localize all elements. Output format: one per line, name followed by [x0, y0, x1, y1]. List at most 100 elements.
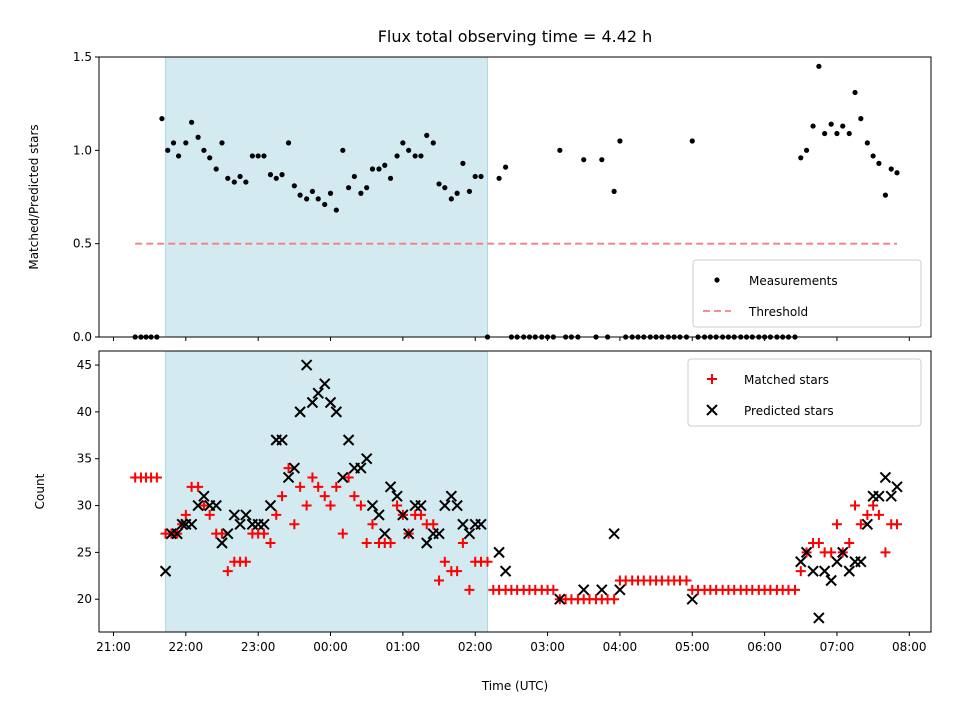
measurement-point	[231, 179, 237, 185]
measurement-point	[219, 140, 225, 146]
x-axis-label: Time (UTC)	[481, 679, 548, 693]
matched-star-point	[337, 528, 348, 539]
matched-star-point	[428, 519, 439, 530]
matched-star-point	[343, 472, 354, 483]
measurement-point	[834, 130, 840, 137]
top-plot-frame	[98, 56, 932, 338]
predicted-star-point	[379, 527, 391, 540]
predicted-star-point	[228, 509, 240, 521]
predicted-star-point	[373, 509, 385, 521]
predicted-star-point	[885, 490, 897, 502]
measurement-point	[201, 147, 207, 153]
measurement-point	[882, 192, 889, 198]
measurement-point	[617, 138, 623, 144]
predicted-star-point	[397, 509, 409, 521]
measurement-point	[858, 116, 864, 122]
measurement-point	[165, 147, 171, 153]
measurement-point	[376, 166, 382, 172]
measurement-point	[822, 130, 828, 137]
matched-star-point	[464, 584, 475, 595]
matched-star-point	[301, 500, 312, 511]
predicted-star-point	[276, 434, 288, 446]
matched-star-point	[355, 500, 366, 511]
measurement-point	[689, 138, 695, 144]
bot-y-tick-label: 40	[77, 405, 92, 419]
predicted-star-point	[457, 518, 469, 530]
predicted-star-point	[159, 565, 172, 577]
x-tick-label: 04:00	[603, 640, 638, 654]
predicted-star-point	[879, 471, 892, 484]
bot-y-tick-label: 20	[77, 592, 92, 606]
matched-star-point	[415, 509, 426, 520]
legend-marker-predicted	[706, 404, 718, 416]
matched-star-point	[795, 566, 806, 577]
measurement-point	[581, 157, 587, 163]
legend-label: Measurements	[749, 274, 838, 288]
bottom-legend: Matched stars Predicted stars	[687, 358, 922, 427]
measurement-point	[599, 157, 605, 163]
top-y-tick-label: 0.0	[73, 330, 92, 344]
bot-y-tick-label: 45	[77, 358, 92, 372]
matched-star-point	[609, 594, 620, 605]
predicted-star-point	[234, 518, 246, 530]
measurement-point	[454, 190, 460, 196]
matched-star-point	[868, 500, 879, 511]
predicted-star-point	[210, 499, 222, 512]
predicted-star-point	[415, 499, 427, 512]
x-tick-label: 05:00	[675, 640, 710, 654]
matched-star-point	[331, 481, 342, 492]
predicted-star-point	[391, 490, 403, 502]
predicted-star-point	[493, 546, 505, 559]
predicted-star-point	[294, 406, 306, 418]
x-tick-label: 22:00	[169, 640, 204, 654]
predicted-star-point	[342, 434, 355, 446]
predicted-star-point	[384, 481, 397, 493]
top-shaded-interval	[165, 56, 489, 338]
predicted-star-point	[264, 499, 277, 512]
predicted-star-point	[873, 490, 885, 502]
measurement-point	[611, 188, 617, 194]
bot-shaded-interval	[165, 350, 489, 633]
predicted-star-point	[445, 490, 458, 502]
predicted-star-point	[300, 359, 313, 371]
predicted-star-point	[402, 527, 415, 540]
x-tick-label: 06:00	[747, 640, 782, 654]
predicted-star-point	[837, 546, 849, 559]
matched-star-point	[325, 500, 336, 511]
measurement-point	[279, 172, 285, 178]
measurement-point	[273, 175, 279, 181]
measurement-point	[207, 155, 213, 161]
matched-star-point	[193, 481, 204, 492]
measurement-point	[400, 140, 406, 146]
matched-star-point	[831, 519, 842, 530]
measurement-point	[195, 134, 201, 140]
measurement-point	[369, 166, 376, 172]
measurement-point	[351, 173, 357, 180]
top-legend: Measurements Threshold	[692, 259, 922, 328]
predicted-star-point	[319, 378, 331, 390]
bot-y-tick-label: 35	[77, 452, 92, 466]
predicted-star-point	[499, 565, 512, 577]
top-panel: 0.0 0.5 1.0 1.5 Matched/Predicted stars Mea…	[27, 50, 932, 344]
x-tick-label: 07:00	[820, 640, 855, 654]
x-tick-label: 21:00	[96, 640, 131, 654]
predicted-star-point	[578, 584, 590, 596]
measurement-point	[291, 183, 297, 189]
measurement-point	[322, 201, 328, 208]
measurement-point	[249, 153, 255, 159]
x-tick-label: 02:00	[458, 640, 493, 654]
measurement-point	[876, 160, 882, 166]
predicted-star-point	[831, 556, 843, 568]
predicted-star-point	[825, 574, 837, 587]
predicted-star-point	[855, 556, 867, 568]
matched-star-point	[434, 575, 445, 586]
measurement-point	[478, 173, 484, 180]
measurement-point	[840, 123, 846, 129]
measurement-point	[406, 147, 412, 153]
predicted-star-point	[554, 593, 566, 605]
measurement-point	[364, 185, 370, 191]
measurement-point	[189, 119, 195, 125]
matched-star-point	[289, 519, 300, 530]
measurement-point	[309, 188, 316, 194]
